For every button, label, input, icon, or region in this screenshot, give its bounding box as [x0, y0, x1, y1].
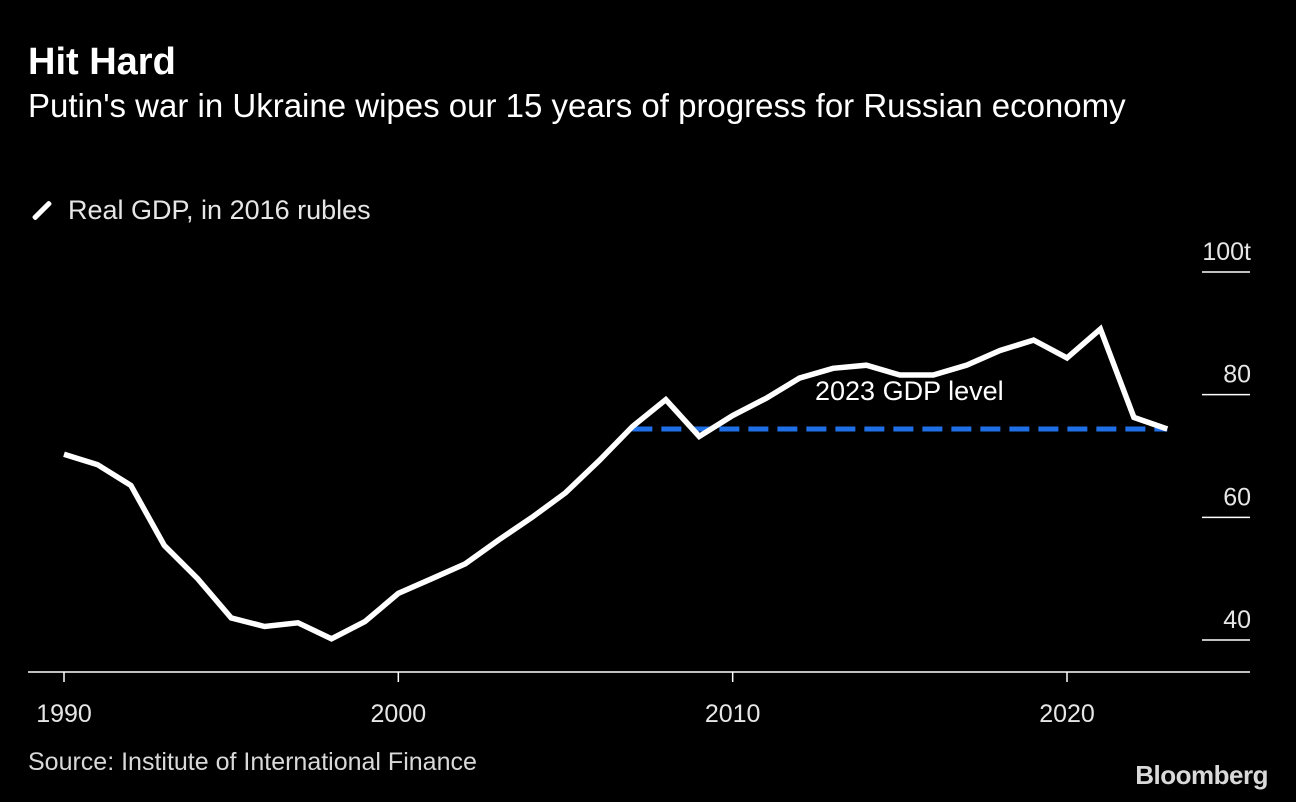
- x-tick-label-2000: 2000: [371, 700, 427, 728]
- y-tick-label-80: 80: [1223, 361, 1251, 389]
- source-note: Source: Institute of International Finan…: [28, 748, 477, 776]
- reference-line-label: 2023 GDP level: [815, 376, 1004, 406]
- bloomberg-logo: Bloomberg: [1135, 760, 1268, 790]
- x-axis: 1990 2000 2010 2020: [28, 671, 1250, 728]
- chart-title: Hit Hard: [28, 41, 176, 83]
- y-tick-label-100: 100t: [1202, 238, 1251, 266]
- legend-label: Real GDP, in 2016 rubles: [68, 194, 371, 225]
- series-line-real-gdp: [63, 324, 1169, 642]
- y-axis: 40 60 80 100t: [1202, 238, 1251, 641]
- y-tick-label-40: 40: [1223, 606, 1251, 634]
- chart-subtitle: Putin's war in Ukraine wipes our 15 year…: [28, 87, 1126, 124]
- y-tick-label-60: 60: [1223, 483, 1251, 511]
- x-tick-label-2020: 2020: [1039, 700, 1095, 728]
- series-layer: [63, 324, 1169, 642]
- x-tick-label-1990: 1990: [36, 700, 92, 728]
- legend: Real GDP, in 2016 rubles: [30, 192, 371, 228]
- x-tick-label-2010: 2010: [705, 700, 761, 728]
- reference-layer: 2023 GDP level: [632, 376, 1168, 432]
